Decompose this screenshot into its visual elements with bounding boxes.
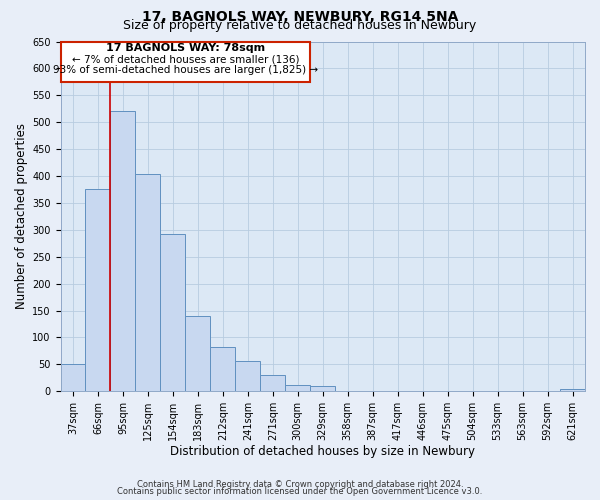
Text: 93% of semi-detached houses are larger (1,825) →: 93% of semi-detached houses are larger (… — [53, 65, 318, 75]
Y-axis label: Number of detached properties: Number of detached properties — [15, 124, 28, 310]
Bar — [61, 364, 85, 391]
Text: Size of property relative to detached houses in Newbury: Size of property relative to detached ho… — [124, 18, 476, 32]
Bar — [185, 316, 211, 391]
Bar — [560, 388, 585, 391]
Bar — [160, 234, 185, 391]
Bar — [260, 375, 285, 391]
Bar — [285, 385, 310, 391]
Bar — [310, 386, 335, 391]
Bar — [136, 174, 160, 391]
Text: Contains HM Land Registry data © Crown copyright and database right 2024.: Contains HM Land Registry data © Crown c… — [137, 480, 463, 489]
Bar — [211, 347, 235, 391]
Text: ← 7% of detached houses are smaller (136): ← 7% of detached houses are smaller (136… — [71, 54, 299, 64]
X-axis label: Distribution of detached houses by size in Newbury: Distribution of detached houses by size … — [170, 444, 475, 458]
Text: 17 BAGNOLS WAY: 78sqm: 17 BAGNOLS WAY: 78sqm — [106, 44, 265, 54]
FancyBboxPatch shape — [61, 42, 310, 82]
Bar — [235, 361, 260, 391]
Text: 17, BAGNOLS WAY, NEWBURY, RG14 5NA: 17, BAGNOLS WAY, NEWBURY, RG14 5NA — [142, 10, 458, 24]
Bar — [110, 112, 136, 391]
Bar — [85, 190, 110, 391]
Text: Contains public sector information licensed under the Open Government Licence v3: Contains public sector information licen… — [118, 487, 482, 496]
